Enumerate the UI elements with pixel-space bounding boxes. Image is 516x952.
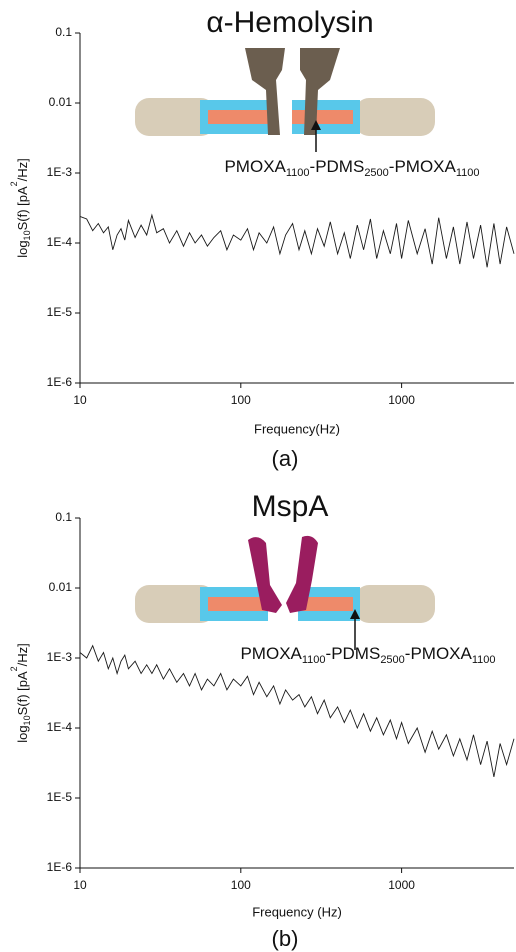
annotation-part: 1100	[472, 654, 496, 666]
annotation-part: 2500	[380, 654, 404, 666]
y-axis-label-part: 2	[9, 181, 19, 186]
annotation-part: -PMOXA	[389, 157, 457, 176]
diagram	[135, 48, 435, 152]
y-tick-label: 0.01	[49, 580, 73, 594]
x-tick-label: 1000	[388, 878, 415, 892]
y-axis-label-part: 10	[22, 230, 32, 240]
panel-label: (a)	[272, 446, 299, 471]
annotation-part: 1100	[456, 167, 480, 179]
x-axis-label: Frequency (Hz)	[252, 904, 342, 919]
y-axis-label-part: /Hz]	[15, 643, 30, 666]
y-tick-label: 0.01	[49, 95, 73, 109]
chart-title: α-Hemolysin	[206, 6, 373, 39]
diagram	[135, 535, 435, 650]
y-axis-label-part: log	[15, 240, 30, 257]
y-axis-label-part: /Hz]	[15, 158, 30, 181]
x-tick-label: 10	[73, 393, 87, 407]
annotation-part: 2500	[364, 167, 388, 179]
annotation-part: 1100	[286, 167, 310, 179]
x-tick-label: 100	[231, 878, 251, 892]
y-tick-label: 1E-5	[47, 305, 73, 319]
annotation-part: -PMOXA	[405, 644, 473, 663]
y-tick-label: 1E-6	[47, 375, 73, 389]
y-axis-label: log10S(f) [pA2/Hz]	[9, 158, 32, 258]
x-tick-label: 10	[73, 878, 87, 892]
y-tick-label: 0.1	[55, 510, 72, 524]
x-tick-label: 1000	[388, 393, 415, 407]
y-tick-label: 1E-3	[47, 650, 73, 664]
y-axis-label-part: 2	[9, 666, 19, 671]
y-axis-label: log10S(f) [pA2/Hz]	[9, 643, 32, 743]
y-axis-label-part: 10	[22, 715, 32, 725]
y-tick-label: 0.1	[55, 25, 72, 39]
spectrum-line	[79, 213, 515, 268]
y-tick-label: 1E-3	[47, 165, 73, 179]
spectrum-line	[79, 644, 515, 777]
annotation-part: -PDMS	[310, 157, 365, 176]
y-tick-label: 1E-6	[47, 860, 73, 874]
annotation: PMOXA1100-PDMS2500-PMOXA1100	[240, 644, 495, 665]
annotation-part: 1100	[302, 654, 326, 666]
y-axis-label-part: log	[15, 725, 30, 742]
x-axis-label: Frequency(Hz)	[254, 421, 340, 436]
annotation-part: PMOXA	[224, 157, 286, 176]
annotation-part: PMOXA	[240, 644, 302, 663]
x-tick-label: 100	[231, 393, 251, 407]
chart-title: MspA	[252, 490, 329, 523]
y-tick-label: 1E-4	[47, 720, 73, 734]
annotation: PMOXA1100-PDMS2500-PMOXA1100	[224, 157, 479, 178]
y-axis-label-part: S(f) [pA	[15, 186, 30, 230]
y-axis-label-part: S(f) [pA	[15, 671, 30, 715]
panel-label: (b)	[272, 926, 299, 951]
y-tick-label: 1E-4	[47, 235, 73, 249]
y-tick-label: 1E-5	[47, 790, 73, 804]
annotation-part: -PDMS	[326, 644, 381, 663]
